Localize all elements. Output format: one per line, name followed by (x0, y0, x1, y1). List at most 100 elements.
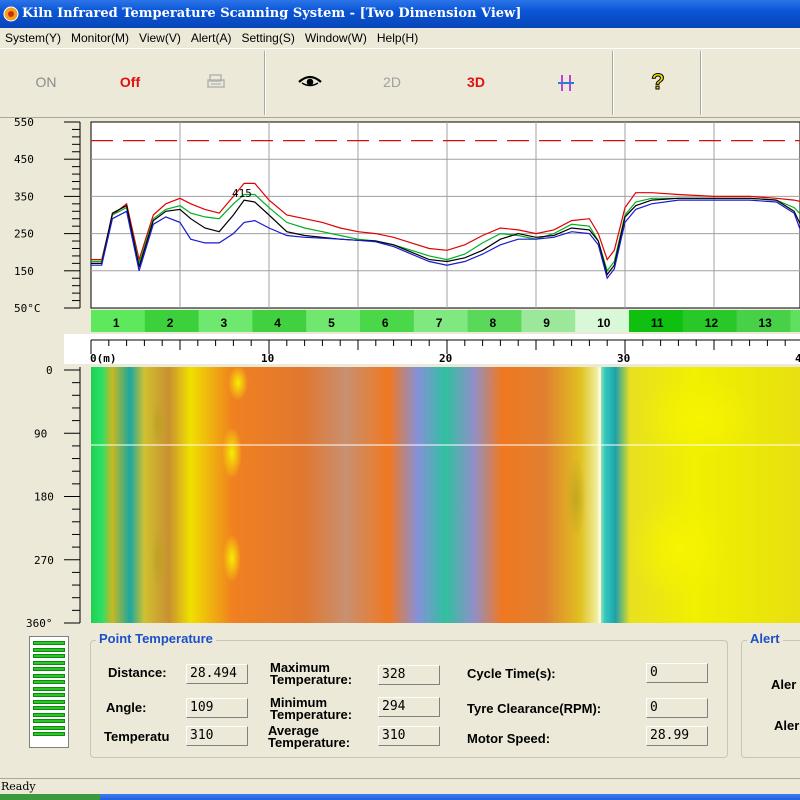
level-meter-segment (33, 706, 65, 710)
series-layer (91, 182, 800, 280)
zone-button[interactable] (530, 49, 602, 117)
zone-cell[interactable] (144, 310, 200, 332)
zone-label: 9 (543, 316, 550, 330)
temperature-field[interactable]: 310 (186, 726, 248, 746)
3d-button[interactable]: 3D (467, 74, 485, 90)
level-meter-segment (33, 647, 65, 652)
level-meter-segment (33, 712, 65, 717)
distance-tick-label: 40 (795, 352, 800, 365)
max-temperature-field[interactable]: 328 (378, 665, 440, 685)
level-meter-segment (33, 660, 65, 665)
menu-window[interactable]: Window(W) (304, 31, 367, 45)
zone-label: 12 (705, 316, 719, 330)
zone-marker-icon (558, 75, 574, 91)
zone-label: 4 (274, 316, 281, 330)
point-temperature-group (90, 640, 728, 758)
distance-tick-label: 20 (439, 352, 452, 365)
toolbar-separator (612, 51, 614, 115)
toolbar-separator (700, 51, 702, 115)
distance-tick-label: 30 (617, 352, 630, 365)
distance-tick-label: 10 (261, 352, 274, 365)
alert-title: Alert (747, 631, 783, 646)
zone-cell[interactable] (198, 310, 253, 332)
menu-help[interactable]: Help(H) (376, 31, 419, 45)
app-icon[interactable] (3, 6, 19, 22)
view-button[interactable] (274, 49, 346, 117)
cycle-time-field[interactable]: 0 (646, 663, 708, 683)
zone-label: 1 (113, 316, 120, 330)
zone-cell[interactable] (413, 310, 469, 332)
distance-tick-label: 0(m) (90, 352, 117, 365)
zone-cell[interactable] (736, 310, 791, 332)
y-tick-label: 350 (14, 190, 34, 203)
zone-cell[interactable] (467, 310, 522, 332)
alert-group (741, 640, 800, 758)
zone-label: 11 (651, 316, 664, 330)
distance-field[interactable]: 28.494 (186, 664, 248, 684)
level-meter-segment (33, 719, 65, 723)
heatmap-hotspots (151, 365, 760, 623)
angle-tick-label: 90 (34, 427, 47, 440)
on-button[interactable]: ON (35, 74, 57, 90)
temperature-label: Temperatu (104, 729, 170, 744)
zone-label: 3 (221, 316, 228, 330)
angle-tick-label: 0 (46, 364, 53, 377)
2d-button[interactable]: 2D (383, 74, 401, 90)
print-button[interactable] (180, 49, 252, 117)
zone-label: 2 (167, 316, 174, 330)
zone-cell[interactable] (521, 310, 576, 332)
level-meter-segment (33, 641, 65, 645)
level-meter-segment (33, 693, 65, 697)
zone-cell[interactable] (252, 310, 307, 332)
avg-temperature-field[interactable]: 310 (378, 726, 440, 746)
tyre-clearance-field[interactable]: 0 (646, 698, 708, 718)
avg-temperature-label: Average Temperature: (268, 725, 351, 749)
level-meter-segment (33, 654, 65, 658)
zone-cell[interactable] (91, 310, 146, 332)
zone-cell[interactable] (682, 310, 738, 332)
eye-icon (298, 75, 322, 87)
level-meter-segment (33, 732, 65, 736)
zone-cell[interactable] (575, 310, 630, 332)
zone-cell[interactable] (360, 310, 415, 332)
title-bar: Kiln Infrared Temperature Scanning Syste… (0, 0, 800, 28)
off-button[interactable]: Off (119, 74, 141, 90)
motor-speed-field[interactable]: 28.99 (646, 726, 708, 746)
alert-row-2: Aler (774, 718, 800, 733)
min-temperature-field[interactable]: 294 (378, 697, 440, 717)
window-title: Kiln Infrared Temperature Scanning Syste… (22, 6, 522, 21)
zone-label: 6 (382, 316, 389, 330)
info-panel: Point Temperature Distance: 28.494 Angle… (0, 628, 800, 778)
level-meter-bars (33, 641, 65, 736)
two-dimension-view: 415 550 450 350 250 150 50°C 1 2 3 4 5 6 7 8 9 10 11 12 1… (0, 116, 800, 630)
help-button[interactable]: ? (622, 49, 694, 117)
menu-view[interactable]: View(V) (139, 31, 181, 45)
distance-axis: 0(m) 10 20 30 40 (90, 339, 800, 365)
series-line-4 (91, 199, 800, 280)
help-icon: ? (651, 69, 665, 95)
angle-label: Angle: (106, 700, 147, 715)
printer-icon (207, 74, 225, 88)
level-meter-segment (33, 725, 65, 730)
temperature-axis: 550 450 350 250 150 50°C (14, 116, 80, 315)
level-meter-segment (33, 686, 65, 691)
zone-cell[interactable] (629, 310, 684, 332)
menu-monitor[interactable]: Monitor(M) (71, 31, 130, 45)
series-line-2 (91, 193, 800, 273)
series-line-1 (91, 182, 800, 262)
angle-axis: 0 90 180 270 360° (26, 364, 80, 630)
point-temperature-title: Point Temperature (96, 631, 216, 646)
status-bar: Ready (0, 778, 800, 794)
zone-cell[interactable] (306, 310, 361, 332)
angle-field[interactable]: 109 (186, 698, 248, 718)
zone-label: 5 (328, 316, 335, 330)
angle-tick-label: 270 (34, 554, 54, 567)
menu-system[interactable]: System(Y) (5, 31, 62, 45)
max-temperature-label: Maximum Temperature: (270, 662, 353, 686)
menu-bar: System(Y) Monitor(M) View(V) Alert(A) Settin… (0, 28, 800, 48)
menu-alert[interactable]: Alert(A) (190, 31, 232, 45)
menu-setting[interactable]: Setting(S) (241, 31, 295, 45)
start-button[interactable] (0, 794, 100, 800)
zone-bar: 1 2 3 4 5 6 7 8 9 10 11 12 13 (91, 310, 800, 332)
